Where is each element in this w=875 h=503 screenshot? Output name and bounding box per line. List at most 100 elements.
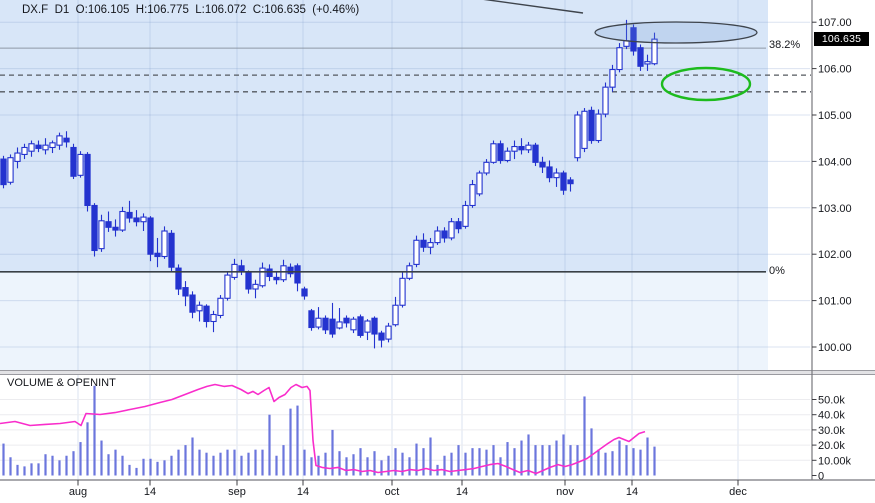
candle-body-down [238, 265, 245, 273]
volume-bar [114, 449, 117, 476]
candle-body-down [154, 252, 161, 258]
volume-bar [219, 452, 222, 476]
volume-bar [93, 385, 96, 476]
volume-tick-label: 10.00k [818, 455, 852, 467]
candle-body-down [371, 317, 378, 335]
candle-body-down [294, 265, 301, 284]
candle-body-up [315, 317, 322, 328]
volume-bar [86, 422, 89, 476]
candle-body-up [581, 110, 588, 149]
volume-bar [541, 445, 544, 476]
volume-bar [254, 449, 257, 476]
candle-body-up [14, 152, 21, 162]
candle-body-up [224, 274, 231, 299]
candle-body-up [231, 263, 238, 278]
volume-bar [520, 440, 523, 476]
candle-body-up [504, 150, 511, 162]
price-tick-label: 105.00 [818, 110, 852, 122]
volume-bar [198, 449, 201, 476]
volume-bar [478, 448, 481, 476]
volume-bar [128, 464, 131, 476]
candle-body-up [392, 304, 399, 326]
candle-body-up [609, 68, 616, 88]
candle-body-down [245, 272, 252, 290]
candle-body-down [273, 276, 280, 281]
time-tick-label: 14 [297, 486, 309, 498]
candle-body-up [161, 230, 168, 258]
volume-bar [142, 458, 145, 476]
volume-bar [429, 437, 432, 476]
candle-body-down [147, 217, 154, 255]
candle-body-down [182, 287, 189, 297]
candle-body-up [490, 143, 497, 163]
trendline-annotation[interactable] [474, 0, 584, 14]
panel-splitter[interactable] [0, 370, 875, 375]
gray-ellipse-annotation[interactable] [594, 21, 758, 44]
volume-bar [135, 467, 138, 476]
candle-body-down [203, 305, 210, 323]
volume-bar [149, 458, 152, 476]
volume-bar [359, 448, 362, 476]
volume-bar [107, 454, 110, 476]
candle-body-up [77, 153, 84, 176]
volume-bar [156, 461, 159, 476]
volume-bar [625, 445, 628, 476]
volume-bar [44, 454, 47, 476]
candle-body-down [168, 232, 175, 268]
price-tick-label: 106.00 [818, 64, 852, 76]
volume-bar [527, 434, 530, 476]
volume-bar [2, 443, 5, 476]
volume-bar [380, 460, 383, 476]
volume-bar [506, 442, 509, 476]
candle-body-down [322, 317, 329, 331]
candle-body-down [378, 332, 385, 341]
volume-bar [30, 463, 33, 476]
price-tick-label: 102.00 [818, 249, 852, 261]
candle-body-up [252, 283, 259, 290]
candle-body-up [469, 184, 476, 207]
fib-382-label: 38.2% [769, 39, 801, 51]
volume-tick-label: 0 [818, 471, 824, 483]
volume-bar [583, 396, 586, 476]
candle-body-down [301, 288, 308, 297]
candle-body-up [119, 210, 126, 231]
candle-body-down [91, 204, 98, 252]
volume-bar [23, 466, 26, 476]
ohlc-readout: DX.F D1 O:106.105 H:106.775 L:106.072 C:… [22, 4, 360, 16]
volume-bar [485, 449, 488, 476]
time-tick-label: sep [228, 486, 246, 498]
time-tick-label: 14 [626, 486, 638, 498]
time-tick-label: 14 [456, 486, 468, 498]
price-tick-label: 101.00 [818, 296, 852, 308]
candle-body-up [602, 86, 609, 115]
volume-bar [408, 457, 411, 476]
volume-bar [184, 445, 187, 476]
candle-body-down [560, 172, 567, 191]
candle-body-up [364, 320, 371, 333]
volume-bar [58, 460, 61, 476]
candle-body-up [336, 321, 343, 329]
candle-body-up [448, 221, 455, 239]
volume-bar [569, 445, 572, 476]
candle-body-up [140, 216, 147, 223]
volume-bar [205, 452, 208, 476]
fib-0-label: 0% [769, 265, 785, 277]
price-plot-area[interactable] [0, 271, 768, 371]
volume-tick-label: 30.0k [818, 425, 845, 437]
volume-bar [513, 448, 516, 476]
volume-bar [191, 437, 194, 476]
volume-bar [401, 452, 404, 476]
price-tick-label: 100.00 [818, 342, 852, 354]
volume-bar [639, 449, 642, 476]
candle-body-down [105, 221, 112, 228]
candle-body-up [462, 204, 469, 227]
candle-body-up [511, 146, 518, 152]
candle-body-down [84, 153, 91, 207]
time-tick-label: 14 [144, 486, 156, 498]
volume-bar [548, 445, 551, 476]
candle-body-down [112, 226, 119, 231]
candle-body-down [546, 166, 553, 179]
green-ellipse-annotation[interactable] [660, 66, 752, 102]
